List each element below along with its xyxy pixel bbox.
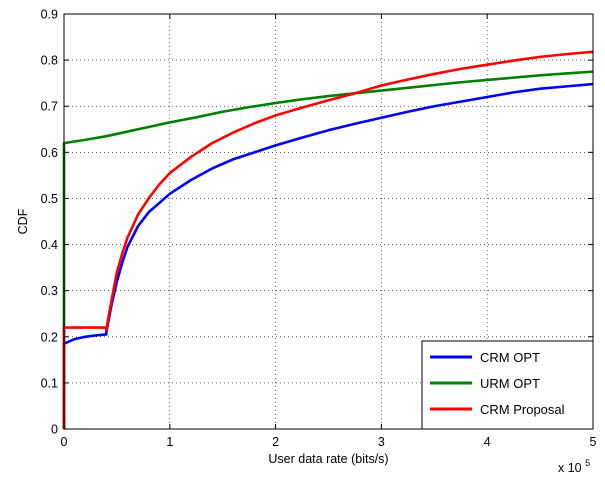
x-axis-label: User data rate (bits/s) xyxy=(268,452,388,466)
x-tick-label: 4 xyxy=(484,435,491,449)
x-tick-label: 1 xyxy=(166,435,173,449)
x-axis-multiplier-base: x 10 xyxy=(558,461,582,475)
y-tick-label: 0.6 xyxy=(41,146,58,160)
series-lines xyxy=(62,50,594,429)
series-line-2 xyxy=(62,70,594,429)
x-tick-label: 3 xyxy=(378,435,385,449)
legend-label-2: URM OPT xyxy=(480,376,540,391)
series-line-3 xyxy=(62,50,594,429)
legend-label-3: CRM Proposal xyxy=(480,402,565,417)
y-tick-label: 0 xyxy=(51,423,58,437)
y-axis-label: CDF xyxy=(16,208,30,234)
y-tick-label: 0.9 xyxy=(41,8,58,22)
series-line-1 xyxy=(62,82,594,429)
y-tick-label: 0.2 xyxy=(41,330,58,344)
y-tick-label: 0.3 xyxy=(41,284,58,298)
y-tick-label: 0.7 xyxy=(41,100,58,114)
x-axis-multiplier: x 10 5 xyxy=(558,458,590,475)
x-tick-label: 2 xyxy=(272,435,279,449)
y-tick-label: 0.4 xyxy=(41,238,58,252)
legend: CRM OPT URM OPT CRM Proposal xyxy=(421,340,594,430)
x-tick-label: 0 xyxy=(61,435,68,449)
y-tick-label: 0.1 xyxy=(41,376,58,390)
x-tick-label: 5 xyxy=(590,435,597,449)
legend-label-1: CRM OPT xyxy=(480,350,540,365)
y-tick-label: 0.8 xyxy=(41,54,58,68)
tick-labels: 0 1 2 3 4 5 0 0.1 0.2 0.3 0.4 0.5 0.6 0.7 0.8 0.9 xyxy=(41,8,597,450)
plot-frame xyxy=(63,13,594,430)
x-axis-multiplier-exponent: 5 xyxy=(585,458,590,468)
y-tick-label: 0.5 xyxy=(41,192,58,206)
